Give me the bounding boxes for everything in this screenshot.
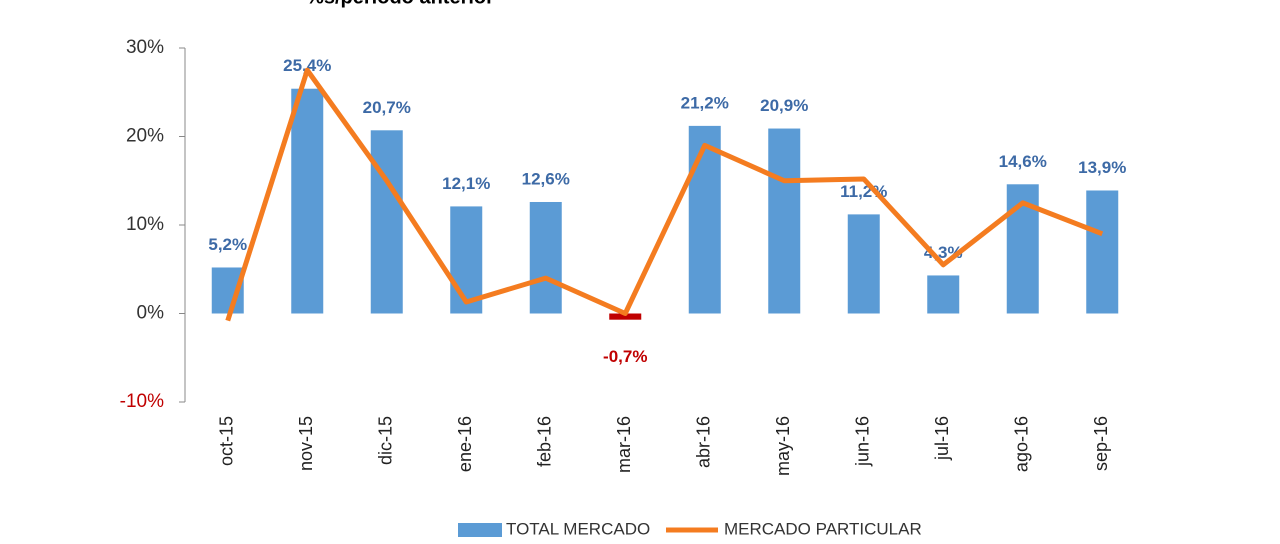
- x-tick-label: oct-15: [217, 416, 237, 466]
- x-tick-label: sep-16: [1091, 416, 1111, 471]
- y-tick-label: -10%: [120, 391, 164, 412]
- y-tick-label: 10%: [126, 214, 164, 235]
- x-tick-label: jul-16: [932, 416, 952, 461]
- bar: [529, 201, 562, 314]
- y-tick-label: 20%: [126, 126, 164, 147]
- data-label: 11,2%: [840, 182, 887, 201]
- x-tick-label: jun-16: [853, 416, 873, 467]
- x-tick-label: feb-16: [535, 416, 555, 467]
- data-label: 20,9%: [760, 96, 808, 115]
- legend-label: MERCADO PARTICULAR: [724, 519, 922, 538]
- line: [225, 67, 1104, 322]
- y-tick-label: 30%: [126, 37, 164, 58]
- data-label: 14,6%: [999, 152, 1047, 171]
- data-label: -0,7%: [603, 347, 647, 366]
- x-tick-label: ene-16: [455, 416, 475, 472]
- bar: [847, 214, 880, 314]
- bar: [291, 88, 324, 314]
- bar: [1086, 190, 1119, 314]
- bar: [370, 130, 403, 314]
- bar: [450, 206, 483, 314]
- data-label: 21,2%: [681, 93, 729, 112]
- x-tick-label: abr-16: [694, 416, 714, 468]
- bar: [768, 128, 801, 314]
- x-tick-label: dic-15: [376, 416, 396, 465]
- x-tick-label: mar-16: [614, 416, 634, 473]
- data-label: 25,4%: [283, 56, 331, 75]
- data-label: 12,6%: [522, 169, 570, 188]
- bar: [688, 125, 721, 314]
- bar: [609, 313, 642, 320]
- legend-label: TOTAL MERCADO: [506, 519, 650, 538]
- bar: [927, 275, 960, 314]
- data-label: 13,9%: [1078, 158, 1126, 177]
- chart-title: %s/periodo anterior: [306, 0, 494, 8]
- legend-swatch: [458, 523, 502, 537]
- data-label: 5,2%: [208, 235, 247, 254]
- data-label: 12,1%: [442, 174, 490, 193]
- x-tick-label: may-16: [773, 416, 793, 476]
- data-label: 20,7%: [363, 98, 411, 117]
- x-tick-label: nov-15: [296, 416, 316, 471]
- y-tick-label: 0%: [137, 303, 165, 324]
- x-tick-label: ago-16: [1012, 416, 1032, 472]
